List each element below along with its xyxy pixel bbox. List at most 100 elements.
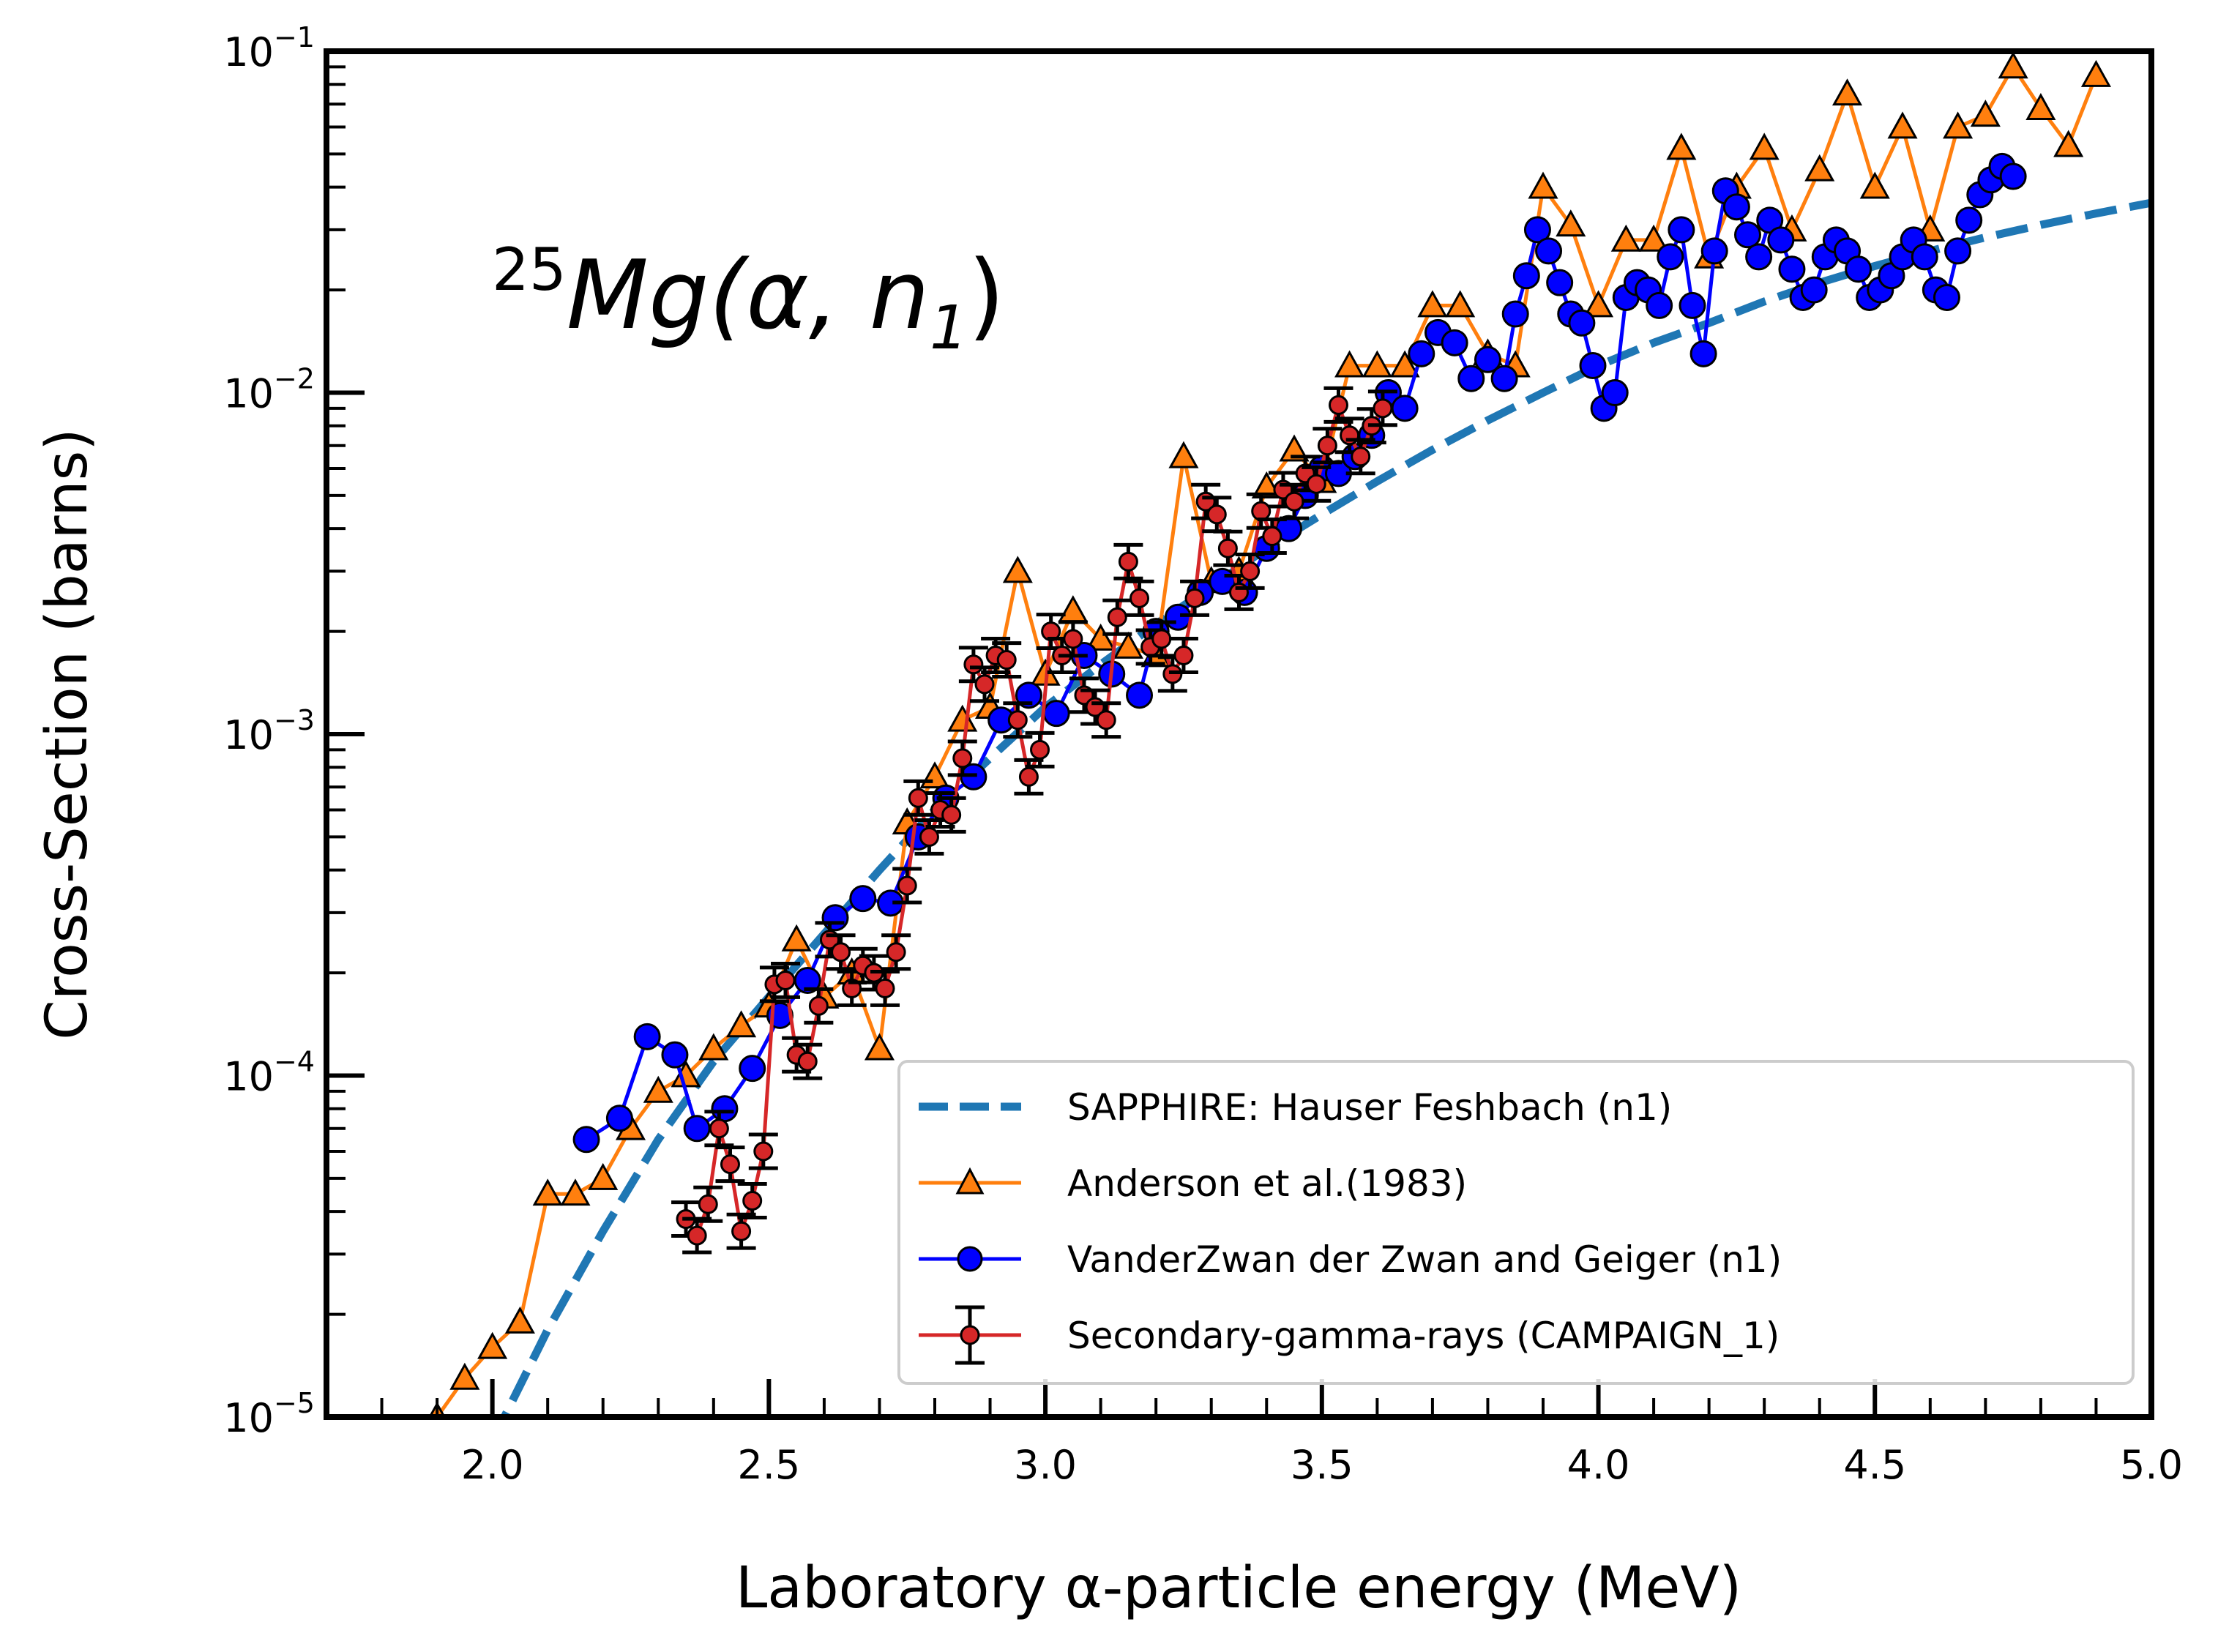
point-vanderzwan-38 [1457,365,1485,392]
point-vanderzwan-55 [1657,243,1684,271]
point-vanderzwan-66 [1778,255,1806,283]
legend-marker-vanderzwan [957,1246,983,1272]
point-anderson-33 [1334,350,1365,378]
x-tick-label-2: 3.0 [1014,1442,1077,1488]
point-anderson-25 [1113,631,1143,659]
point-anderson-3 [504,1306,535,1334]
x-axis-title: Laboratory α-particle energy (MeV) [736,1555,1741,1621]
point-vanderzwan-6 [739,1055,766,1083]
point-secondary-31 [1018,766,1039,787]
point-secondary-51 [1240,561,1261,581]
point-secondary-26 [963,654,984,675]
point-anderson-55 [1943,111,1974,139]
point-secondary-45 [1173,645,1194,665]
x-tick-label-0: 2.0 [461,1442,524,1488]
point-anderson-50 [1804,154,1835,182]
x-tick-label-4: 4.0 [1567,1442,1630,1488]
annotation-close: ) [968,239,1005,351]
point-vanderzwan-61 [1722,193,1750,221]
point-anderson-52 [1859,171,1890,199]
point-secondary-6 [742,1190,763,1211]
y-tick-base-2: 10 [223,712,274,758]
point-vanderzwan-37 [1441,329,1468,356]
legend-label-anderson: Anderson et al.(1983) [1067,1162,1467,1205]
y-tick-base-4: 10 [223,29,274,75]
point-vanderzwan-1 [605,1105,633,1132]
point-vanderzwan-58 [1689,340,1717,367]
point-vanderzwan-41 [1501,300,1529,328]
point-vanderzwan-59 [1700,237,1728,265]
point-anderson-19 [947,704,978,732]
x-tick-label-6: 5.0 [2120,1442,2183,1488]
point-anderson-8 [643,1075,673,1103]
point-secondary-43 [1151,629,1172,649]
point-secondary-48 [1206,504,1227,525]
point-vanderzwan-10 [849,885,877,913]
y-tick-label-3: 10−2 [223,363,315,417]
point-anderson-44 [1638,224,1669,252]
annotation-mass: 25 [492,236,567,304]
point-vanderzwan-5 [711,1095,739,1123]
point-vanderzwan-81 [1944,237,1972,265]
point-vanderzwan-40 [1490,365,1518,392]
point-anderson-5 [560,1178,591,1206]
point-secondary-39 [1107,607,1127,627]
point-secondary-41 [1129,588,1150,608]
point-secondary-52 [1251,501,1272,521]
point-anderson-40 [1528,171,1558,199]
point-anderson-6 [588,1162,619,1190]
point-vanderzwan-65 [1767,226,1795,254]
y-tick-exp-3: −2 [274,363,315,395]
point-anderson-13 [781,924,812,952]
point-secondary-19 [886,942,906,963]
y-tick-exp-1: −4 [274,1046,315,1078]
point-secondary-30 [1007,710,1028,730]
point-anderson-42 [1583,290,1614,318]
legend-marker-secondary [960,1325,980,1345]
legend-label-vanderzwan: VanderZwan der Zwan and Geiger (n1) [1067,1238,1782,1281]
point-vanderzwan-54 [1646,291,1673,319]
x-tick-label-1: 2.5 [737,1442,800,1488]
point-secondary-12 [808,995,829,1016]
legend-label-sapphire: SAPPHIRE: Hauser Feshbach (n1) [1067,1086,1672,1129]
point-anderson-21 [1002,556,1033,583]
point-vanderzwan-3 [661,1041,689,1069]
legend-box [897,1060,2135,1385]
x-tick-label-5: 4.5 [1843,1442,1906,1488]
x-tick-label-3: 3.5 [1291,1442,1353,1488]
point-vanderzwan-17 [1042,700,1070,728]
series-secondary [671,386,1397,1255]
point-secondary-58 [1317,436,1337,456]
point-secondary-21 [908,788,928,808]
point-anderson-59 [2053,130,2084,157]
point-secondary-22 [919,826,939,847]
annotation-sub: 1 [930,294,968,363]
point-anderson-2 [477,1331,508,1359]
point-secondary-14 [831,942,851,963]
point-vanderzwan-62 [1734,221,1762,249]
point-secondary-40 [1118,551,1138,572]
point-secondary-49 [1217,538,1238,558]
point-anderson-53 [1887,111,1918,139]
point-secondary-9 [775,970,796,990]
point-anderson-57 [1998,51,2028,79]
y-tick-label-4: 10−1 [223,21,315,75]
legend: SAPPHIRE: Hauser Feshbach (n1) Anderson … [897,1060,2135,1385]
point-vanderzwan-0 [572,1126,600,1154]
point-vanderzwan-47 [1568,309,1596,337]
point-vanderzwan-43 [1523,216,1551,244]
point-anderson-1 [449,1362,480,1390]
point-secondary-11 [797,1051,818,1072]
y-tick-exp-0: −5 [274,1387,315,1419]
point-secondary-3 [709,1118,729,1139]
legend-label-secondary: Secondary-gamma-rays (CAMPAIGN_1) [1067,1315,1780,1357]
point-anderson-37 [1445,290,1476,318]
y-tick-label-1: 10−4 [223,1046,315,1100]
point-secondary-18 [875,978,895,998]
point-vanderzwan-34 [1391,395,1419,422]
point-anderson-27 [1168,441,1199,468]
point-vanderzwan-56 [1668,216,1695,244]
point-anderson-60 [2080,59,2112,87]
point-secondary-46 [1184,588,1205,608]
